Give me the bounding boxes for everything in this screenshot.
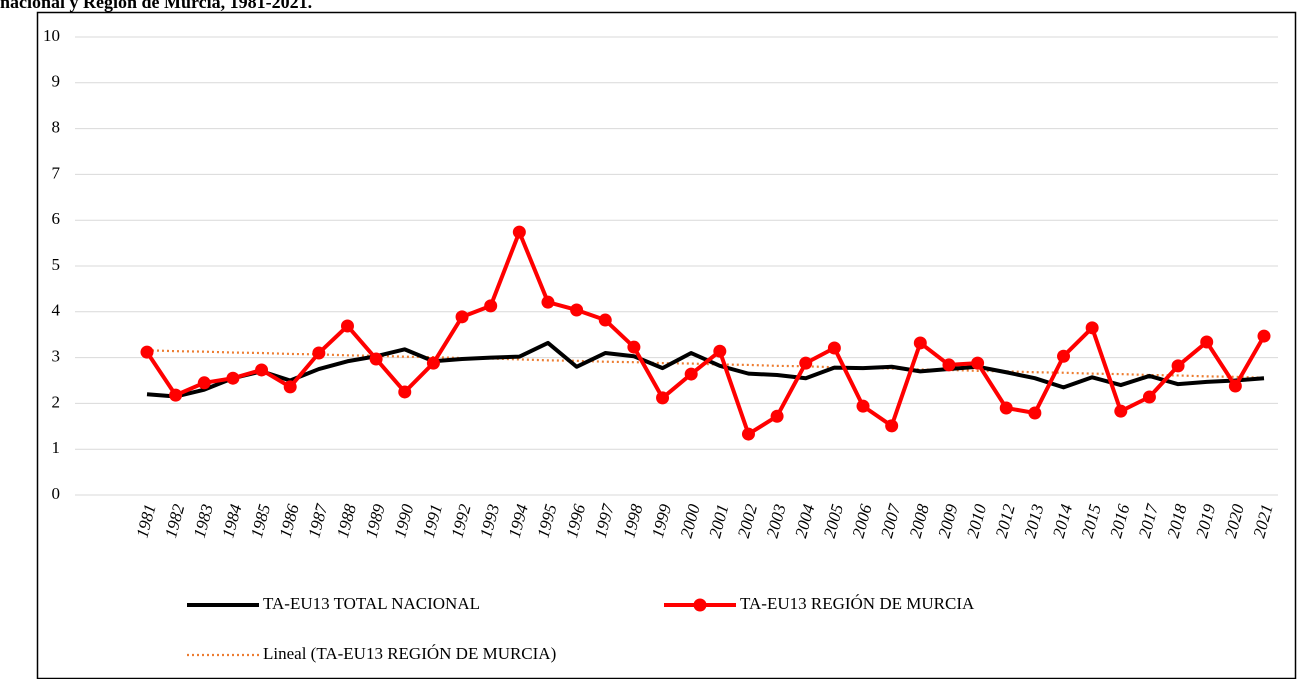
data-point	[1257, 329, 1271, 343]
legend-label: TA-EU13 TOTAL NACIONAL	[263, 594, 480, 613]
y-tick-label: 0	[52, 484, 61, 503]
data-point	[1200, 335, 1214, 349]
y-tick-label: 3	[52, 347, 61, 366]
data-point	[913, 336, 927, 350]
data-point	[369, 352, 383, 366]
data-point	[598, 313, 612, 327]
data-point	[312, 346, 326, 360]
y-tick-label: 2	[52, 392, 61, 411]
y-tick-label: 1	[52, 438, 61, 457]
y-tick-label: 4	[52, 301, 61, 320]
data-point	[197, 376, 211, 390]
data-point	[656, 391, 670, 405]
data-point	[684, 367, 698, 381]
chart-frame	[36, 11, 1297, 679]
legend-marker	[693, 598, 707, 612]
data-point	[455, 310, 469, 324]
y-tick-label: 7	[52, 163, 61, 182]
data-point	[799, 356, 813, 370]
data-point	[340, 319, 354, 333]
data-point	[971, 356, 985, 370]
data-point	[741, 427, 755, 441]
data-point	[426, 356, 440, 370]
data-point	[1228, 379, 1242, 393]
data-point	[1057, 349, 1071, 363]
data-point	[169, 388, 183, 402]
data-point	[255, 363, 269, 377]
data-point	[999, 401, 1013, 415]
legend-label: Lineal (TA-EU13 REGIÓN DE MURCIA)	[263, 644, 556, 663]
data-point	[226, 371, 240, 385]
chart-title: nacional y Región de Murcia, 1981-2021.	[0, 0, 312, 12]
data-point	[1028, 406, 1042, 420]
series-line	[146, 349, 1265, 379]
data-point	[570, 303, 584, 317]
data-point	[1085, 321, 1099, 335]
data-point	[512, 225, 526, 239]
y-tick-label: 10	[43, 26, 60, 45]
y-tick-label: 8	[52, 118, 61, 137]
legend-label: TA-EU13 REGIÓN DE MURCIA	[740, 594, 975, 613]
data-point	[885, 419, 899, 433]
data-point	[541, 295, 555, 309]
data-point	[1171, 359, 1185, 373]
data-point	[942, 358, 956, 372]
data-point	[484, 299, 498, 313]
data-point	[627, 340, 641, 354]
series-line	[146, 340, 1265, 399]
data-point	[1114, 404, 1128, 418]
data-point	[1142, 390, 1156, 404]
data-point	[140, 345, 154, 359]
data-point	[770, 409, 784, 423]
data-point	[827, 341, 841, 355]
data-point	[713, 344, 727, 358]
data-point	[856, 399, 870, 413]
y-tick-label: 5	[52, 255, 61, 274]
y-tick-label: 9	[52, 72, 61, 91]
series-line	[145, 230, 1266, 437]
y-tick-label: 6	[52, 209, 61, 228]
data-point	[398, 385, 412, 399]
data-point	[283, 380, 297, 394]
